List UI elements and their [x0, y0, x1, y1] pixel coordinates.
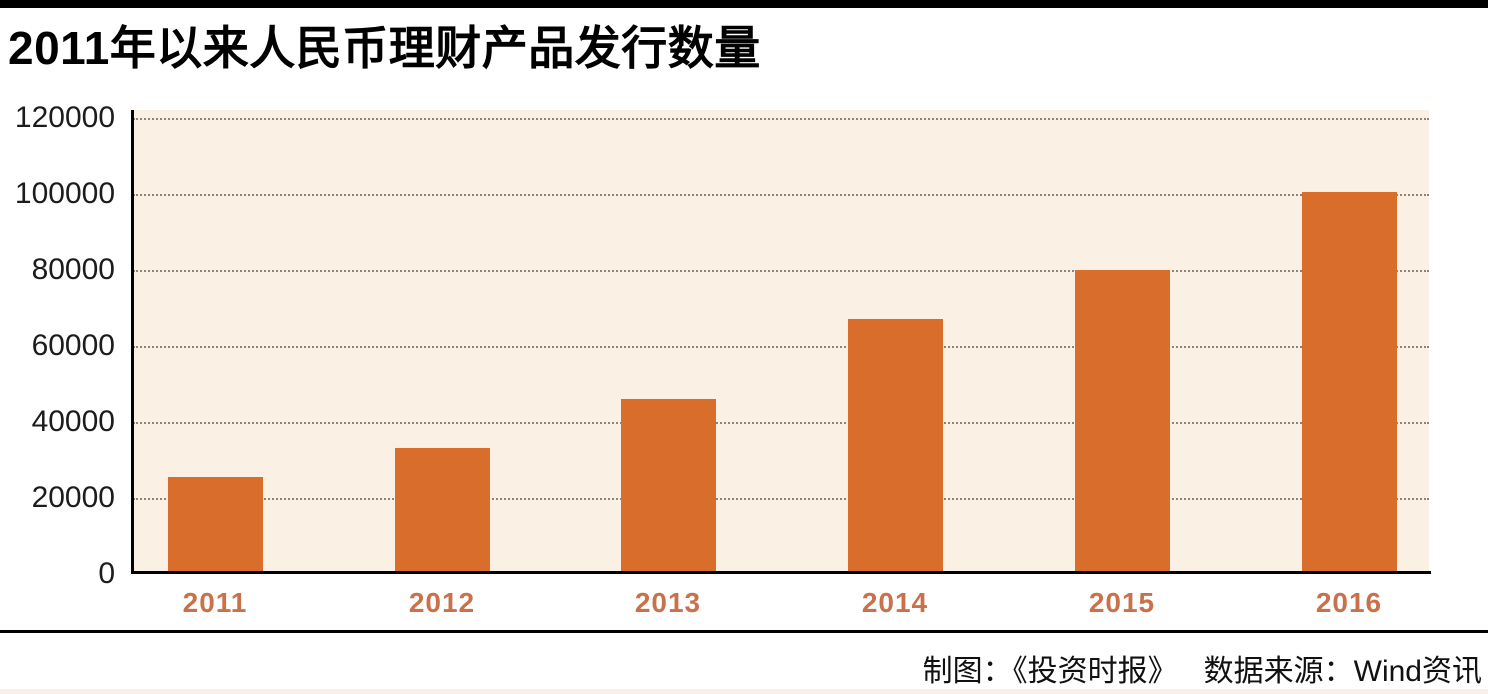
x-tick-label-2013: 2013	[634, 587, 702, 618]
y-axis-line	[131, 110, 134, 574]
x-tick-label-2014: 2014	[861, 587, 929, 618]
gridline-60000	[133, 345, 1429, 348]
gridline-80000	[133, 269, 1429, 272]
plot-area	[133, 110, 1429, 574]
gridline-20000	[133, 497, 1429, 500]
y-tick-label-80000: 80000	[31, 252, 115, 286]
gridline-100000	[133, 193, 1429, 196]
gridline-120000	[133, 117, 1429, 120]
y-tick-label-0: 0	[98, 557, 115, 590]
bar-2013	[620, 399, 716, 574]
top-black-bar	[0, 0, 1488, 8]
footer: 制图：《投资时报》 数据来源：Wind资讯	[923, 646, 1482, 690]
y-tick-label-60000: 60000	[31, 328, 115, 362]
bar-2011	[167, 477, 263, 574]
footer-credit: 制图：《投资时报》	[922, 655, 1178, 688]
bottom-cream-strip	[0, 689, 1488, 694]
x-tick-label-2011: 2011	[182, 587, 248, 618]
y-tick-label-40000: 40000	[31, 404, 115, 438]
bar-2012	[394, 448, 490, 574]
bar-2016	[1301, 192, 1397, 574]
bar-2015	[1074, 270, 1170, 574]
footer-data-source: 数据来源：Wind资讯	[1203, 655, 1482, 688]
gridline-40000	[133, 421, 1429, 424]
x-tick-label-2015: 2015	[1088, 587, 1156, 618]
y-tick-label-20000: 20000	[31, 480, 115, 514]
y-tick-label-120000: 120000	[14, 100, 115, 134]
x-tick-label-2016: 2016	[1315, 587, 1383, 618]
bar-2014	[847, 319, 943, 574]
chart-title: 2011年以来人民币理财产品发行数量	[8, 22, 761, 74]
x-tick-label-2012: 2012	[408, 587, 476, 618]
footer-divider-line	[0, 630, 1488, 633]
y-tick-label-100000: 100000	[14, 176, 115, 210]
x-axis-line	[131, 571, 1431, 574]
